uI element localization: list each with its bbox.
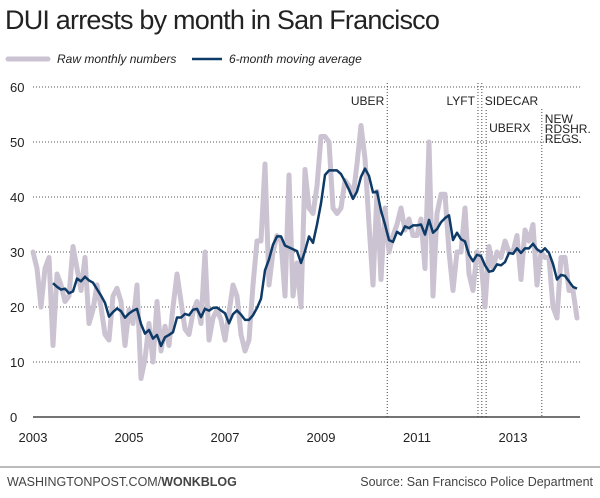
annotation-label: REGS. xyxy=(545,132,582,146)
y-tick-label: 10 xyxy=(10,355,24,370)
series-lines xyxy=(30,123,580,381)
series-average-line xyxy=(52,167,578,348)
annotation-label: UBERX xyxy=(489,121,530,135)
legend-label-average: 6-month moving average xyxy=(229,52,362,66)
annotation-label: SIDECAR xyxy=(485,94,539,108)
x-tick-label: 2009 xyxy=(307,430,336,445)
footer-source: Source: San Francisco Police Department xyxy=(360,475,593,489)
annotation-label: RDSHR. xyxy=(545,122,591,136)
y-tick-label: 60 xyxy=(10,80,24,95)
annotation-label: LYFT xyxy=(447,94,476,108)
y-tick-label: 0 xyxy=(10,410,17,425)
credit-plain: WASHINGTONPOST.COM/ xyxy=(7,475,162,489)
annotation-label: NEW xyxy=(545,112,574,126)
y-tick-label: 20 xyxy=(10,300,24,315)
series-raw-line xyxy=(30,123,580,381)
chart-title: DUI arrests by month in San Francisco xyxy=(5,5,439,35)
x-axis-ticks: 2003 2005 2007 2009 2011 2013 xyxy=(19,430,528,445)
y-axis-ticks: 0 10 20 30 40 50 60 xyxy=(10,80,24,425)
credit-bold: WONKBLOG xyxy=(161,475,237,489)
legend-label-raw: Raw monthly numbers xyxy=(57,52,176,66)
footer-credit: WASHINGTONPOST.COM/WONKBLOG xyxy=(7,475,237,489)
x-tick-label: 2013 xyxy=(499,430,528,445)
x-tick-label: 2007 xyxy=(211,430,240,445)
y-tick-label: 50 xyxy=(10,135,24,150)
x-tick-label: 2011 xyxy=(403,430,431,445)
annotation-label: UBER xyxy=(351,94,385,108)
legend: Raw monthly numbers 6-month moving avera… xyxy=(5,52,362,66)
x-tick-label: 2003 xyxy=(19,430,48,445)
y-tick-label: 30 xyxy=(10,245,24,260)
x-tick-label: 2005 xyxy=(115,430,144,445)
y-tick-label: 40 xyxy=(10,190,24,205)
